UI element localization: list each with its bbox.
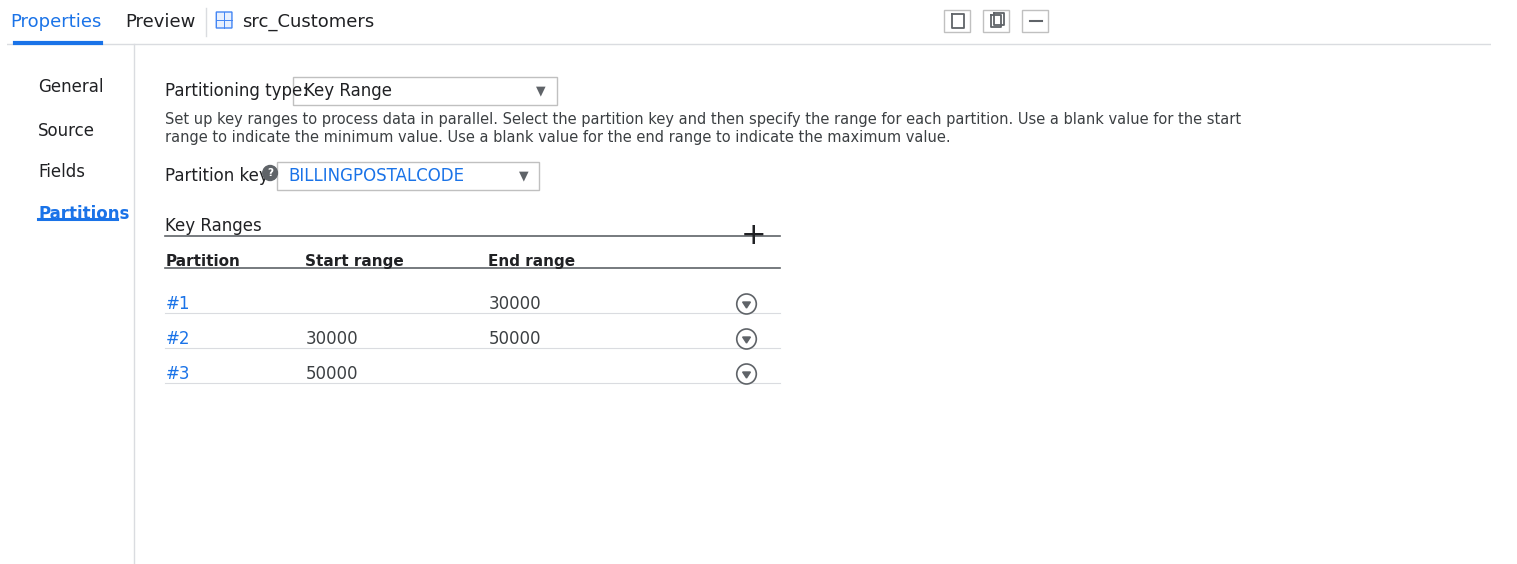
Text: Source: Source [38,122,96,140]
FancyBboxPatch shape [217,12,232,28]
Text: 30000: 30000 [488,295,542,313]
Text: 30000: 30000 [305,330,358,348]
FancyBboxPatch shape [293,77,557,105]
Text: General: General [38,78,103,96]
Text: +: + [740,221,766,250]
Text: range to indicate the minimum value. Use a blank value for the end range to indi: range to indicate the minimum value. Use… [165,130,951,145]
Text: #2: #2 [165,330,190,348]
Text: Partition: Partition [165,254,240,269]
Circle shape [737,329,757,349]
Text: Partitions: Partitions [38,205,129,223]
Text: Partition key:: Partition key: [165,167,273,185]
Text: 50000: 50000 [305,365,358,383]
Polygon shape [743,372,751,378]
Text: ?: ? [267,169,273,178]
Polygon shape [743,337,751,343]
Text: ▼: ▼ [519,170,528,183]
Text: Start range: Start range [305,254,404,269]
Text: #3: #3 [165,365,190,383]
Text: Properties: Properties [11,13,102,31]
Circle shape [262,165,278,180]
Text: Set up key ranges to process data in parallel. Select the partition key and then: Set up key ranges to process data in par… [165,112,1241,127]
FancyBboxPatch shape [278,162,539,190]
Text: Fields: Fields [38,163,85,181]
FancyBboxPatch shape [983,10,1009,32]
Text: src_Customers: src_Customers [241,13,375,31]
Text: Partitioning type:: Partitioning type: [165,82,308,100]
Text: Key Ranges: Key Ranges [165,217,262,235]
Circle shape [737,294,757,314]
Text: End range: End range [488,254,575,269]
Text: BILLINGPOSTALCODE: BILLINGPOSTALCODE [288,167,464,185]
FancyBboxPatch shape [944,10,969,32]
Polygon shape [743,302,751,308]
Text: 50000: 50000 [488,330,540,348]
Text: #1: #1 [165,295,190,313]
Text: Key Range: Key Range [305,82,393,100]
FancyBboxPatch shape [1022,10,1048,32]
Text: Preview: Preview [126,13,196,31]
Text: ▼: ▼ [537,85,546,98]
Circle shape [737,364,757,384]
